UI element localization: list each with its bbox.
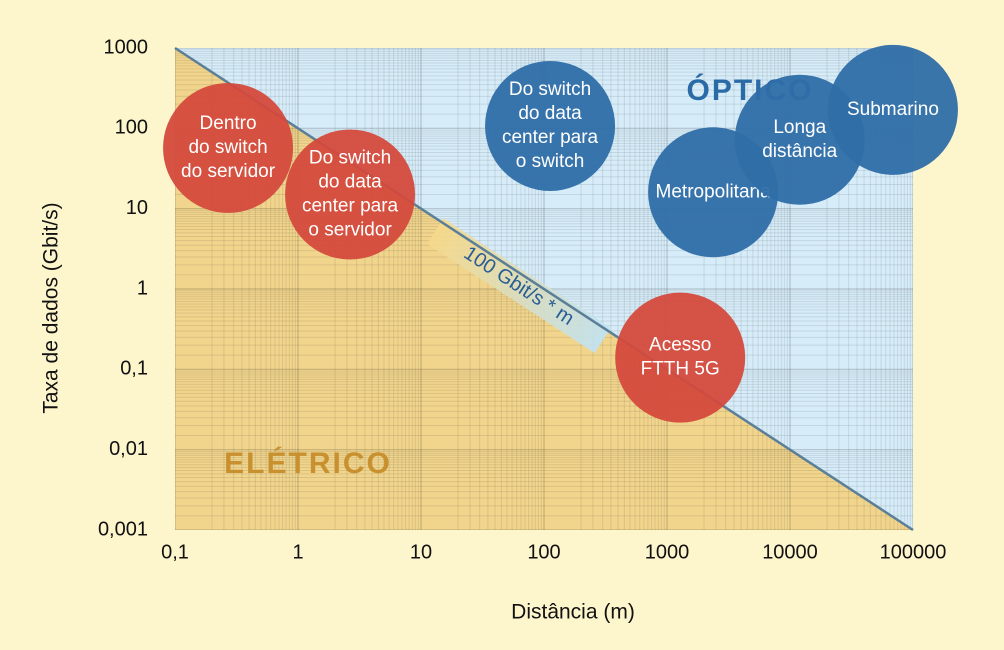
- x-axis-title: Distância (m): [511, 601, 635, 624]
- bubble-label: do switch: [188, 137, 267, 158]
- x-tick-label: 0,1: [161, 541, 189, 563]
- bubble: [285, 129, 416, 260]
- x-tick-label: 1000: [645, 541, 690, 563]
- x-tick-label: 10: [410, 541, 432, 563]
- y-tick-label: 10: [126, 197, 148, 219]
- x-tick-label: 100000: [880, 541, 947, 563]
- y-tick-label: 0,1: [120, 358, 148, 380]
- bubble-label: Acesso: [649, 335, 711, 356]
- bubble-label: Dentro: [200, 113, 257, 134]
- bubble: [827, 44, 958, 175]
- bubble-label: do data: [518, 103, 582, 124]
- y-tick-label: 1: [137, 277, 148, 299]
- y-tick-label: 0,01: [109, 438, 148, 460]
- bubble-label: center para: [502, 127, 599, 148]
- bubble: [615, 292, 746, 423]
- y-tick-label: 0,001: [98, 518, 148, 540]
- bubble-label: Longa: [773, 117, 826, 138]
- x-tick-label: 1: [292, 541, 303, 563]
- bubble-label: Submarino: [847, 99, 939, 120]
- bubble-label: center para: [302, 196, 399, 217]
- bubble-label: distância: [762, 141, 837, 162]
- bubble-label: Metropolitana: [656, 181, 772, 202]
- y-axis-title: Taxa de dados (Gbit/s): [40, 202, 63, 413]
- y-tick-label: 100: [115, 117, 148, 139]
- x-tick-label: 100: [527, 541, 560, 563]
- bubble-label: do data: [318, 172, 382, 193]
- boundary-line: [174, 46, 914, 532]
- region-label: ELÉTRICO: [224, 446, 392, 480]
- bubble: [163, 82, 294, 213]
- y-tick-label: 1000: [104, 36, 149, 58]
- bubble-label: Do switch: [509, 79, 591, 100]
- bubble-label: o switch: [516, 151, 585, 172]
- bubble-label: Do switch: [309, 148, 391, 169]
- bubble-label: o servidor: [308, 220, 392, 241]
- bubble-label: FTTH 5G: [641, 359, 720, 380]
- x-tick-label: 10000: [762, 541, 818, 563]
- bubble-label: do servidor: [181, 161, 276, 182]
- bubble: [485, 60, 616, 191]
- boundary-band: [427, 218, 611, 354]
